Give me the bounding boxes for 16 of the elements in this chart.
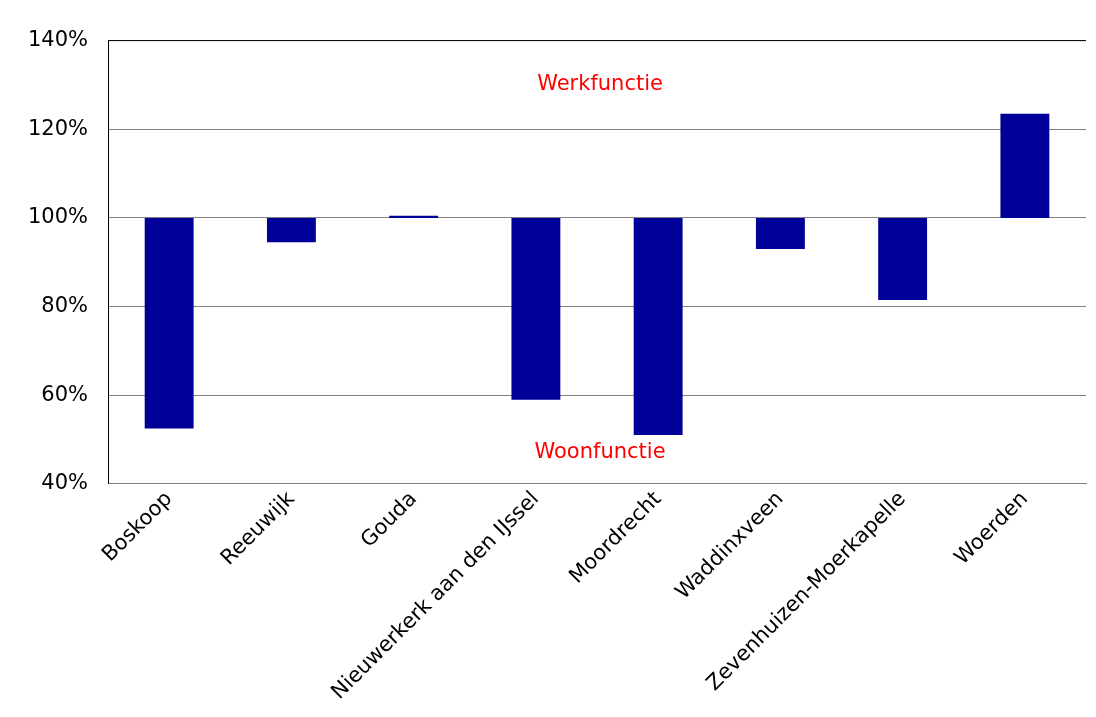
bar — [755, 217, 805, 249]
annotation: Woonfunctie — [534, 439, 666, 464]
y-tick-label: 140% — [27, 27, 89, 52]
bar — [1000, 113, 1050, 218]
bar — [266, 217, 316, 243]
y-tick-label: 100% — [27, 204, 89, 229]
y-tick-label: 120% — [27, 115, 89, 140]
bar — [878, 217, 928, 300]
bar — [511, 217, 561, 400]
annotation: Werkfunctie — [537, 71, 663, 96]
y-tick-label: 60% — [41, 381, 89, 406]
y-tick-label: 40% — [41, 470, 89, 495]
bar — [633, 217, 683, 436]
bar — [389, 215, 439, 218]
bar — [144, 217, 194, 429]
y-tick-label: 80% — [41, 293, 89, 318]
